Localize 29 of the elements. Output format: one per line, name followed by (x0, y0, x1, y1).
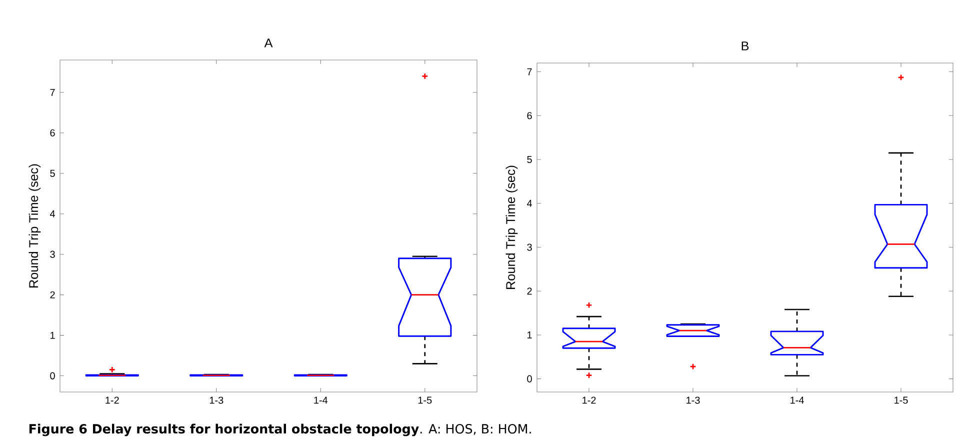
y-axis-title: Round Trip Time (sec) (28, 164, 41, 288)
x-tick-label: 1-2 (106, 396, 119, 404)
y-tick-label: 2 (50, 291, 55, 298)
y-tick-label: 3 (50, 250, 55, 258)
y-tick-label: 1 (527, 332, 532, 338)
chart-title: B (742, 42, 749, 50)
y-tick-label: 5 (527, 156, 532, 163)
chart-title: A (264, 38, 273, 48)
text: Figure 6 Delay results for horizontal obstacle topology. A: HOS, B: HOM. (29, 424, 531, 436)
x-tick-label: 1-3 (210, 396, 224, 404)
x-tick-label: 1-5 (894, 396, 908, 404)
x-tick-label: 1-4 (790, 396, 804, 404)
y-tick-label: 7 (527, 68, 532, 76)
y-tick-label: 3 (527, 244, 532, 251)
y-axis-title: Round Trip Time (sec) (506, 166, 518, 289)
y-tick-label: 0 (50, 372, 55, 380)
x-tick-label: 1-3 (686, 396, 700, 404)
y-tick-label: 4 (526, 200, 532, 207)
y-tick-label: 1 (50, 332, 55, 339)
y-tick-label: 4 (50, 210, 56, 218)
y-tick-label: 0 (527, 375, 532, 382)
x-tick-label: 1-4 (314, 396, 328, 404)
y-tick-label: 6 (527, 112, 532, 120)
x-tick-label: 1-2 (582, 396, 596, 404)
y-tick-label: 6 (50, 129, 55, 136)
y-tick-label: 2 (527, 288, 532, 295)
y-tick-label: 7 (50, 88, 55, 96)
x-tick-label: 1-5 (418, 396, 432, 404)
y-tick-label: 5 (50, 170, 55, 177)
